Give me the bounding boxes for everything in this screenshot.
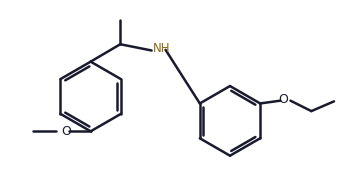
Text: O: O [61, 125, 71, 138]
Text: O: O [278, 94, 288, 106]
Text: NH: NH [153, 42, 171, 55]
